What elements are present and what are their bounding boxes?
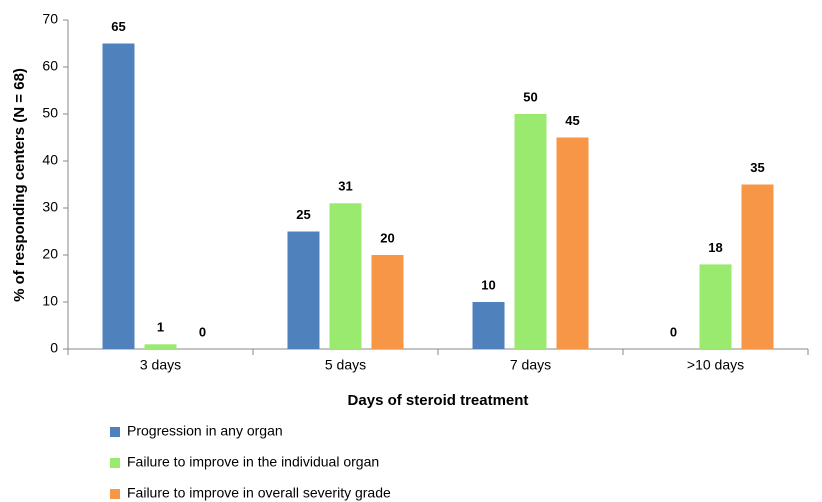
value-label: 20 <box>380 230 394 245</box>
bar <box>472 302 505 349</box>
x-tick-label: 7 days <box>510 357 551 373</box>
bar <box>144 344 177 349</box>
bar <box>287 231 320 349</box>
bar <box>371 255 404 349</box>
y-tick-label: 70 <box>42 11 58 27</box>
legend-label: Failure to improve in overall severity g… <box>127 485 391 501</box>
bar <box>514 114 547 349</box>
x-tick-label: 5 days <box>325 357 366 373</box>
legend-swatch <box>110 458 120 468</box>
x-axis-label: Days of steroid treatment <box>348 392 529 409</box>
value-label: 1 <box>157 320 164 335</box>
value-label: 45 <box>565 113 579 128</box>
legend-swatch <box>110 427 120 437</box>
value-label: 18 <box>708 240 722 255</box>
y-tick-label: 50 <box>42 105 58 121</box>
y-axis-label: % of responding centers (N = 68) <box>11 68 28 302</box>
y-tick-label: 20 <box>42 246 58 262</box>
legend-label: Failure to improve in the individual org… <box>127 454 379 470</box>
y-tick-label: 10 <box>42 293 58 309</box>
bar <box>699 264 732 349</box>
legend-label: Progression in any organ <box>127 423 283 439</box>
value-label: 35 <box>750 160 764 175</box>
value-label: 50 <box>523 89 537 104</box>
value-label: 0 <box>199 324 206 339</box>
bar <box>556 137 589 349</box>
value-label: 65 <box>111 19 125 34</box>
y-tick-label: 30 <box>42 199 58 215</box>
legend-swatch <box>110 489 120 499</box>
value-label: 31 <box>338 179 352 194</box>
value-label: 25 <box>296 207 310 222</box>
y-tick-label: 60 <box>42 58 58 74</box>
value-label: 0 <box>670 324 677 339</box>
bar <box>329 203 362 349</box>
value-label: 10 <box>481 277 495 292</box>
y-tick-label: 0 <box>50 340 58 356</box>
y-tick-label: 40 <box>42 152 58 168</box>
bar <box>741 184 774 349</box>
bar <box>102 43 135 349</box>
x-tick-label: >10 days <box>687 357 744 373</box>
x-tick-label: 3 days <box>140 357 181 373</box>
